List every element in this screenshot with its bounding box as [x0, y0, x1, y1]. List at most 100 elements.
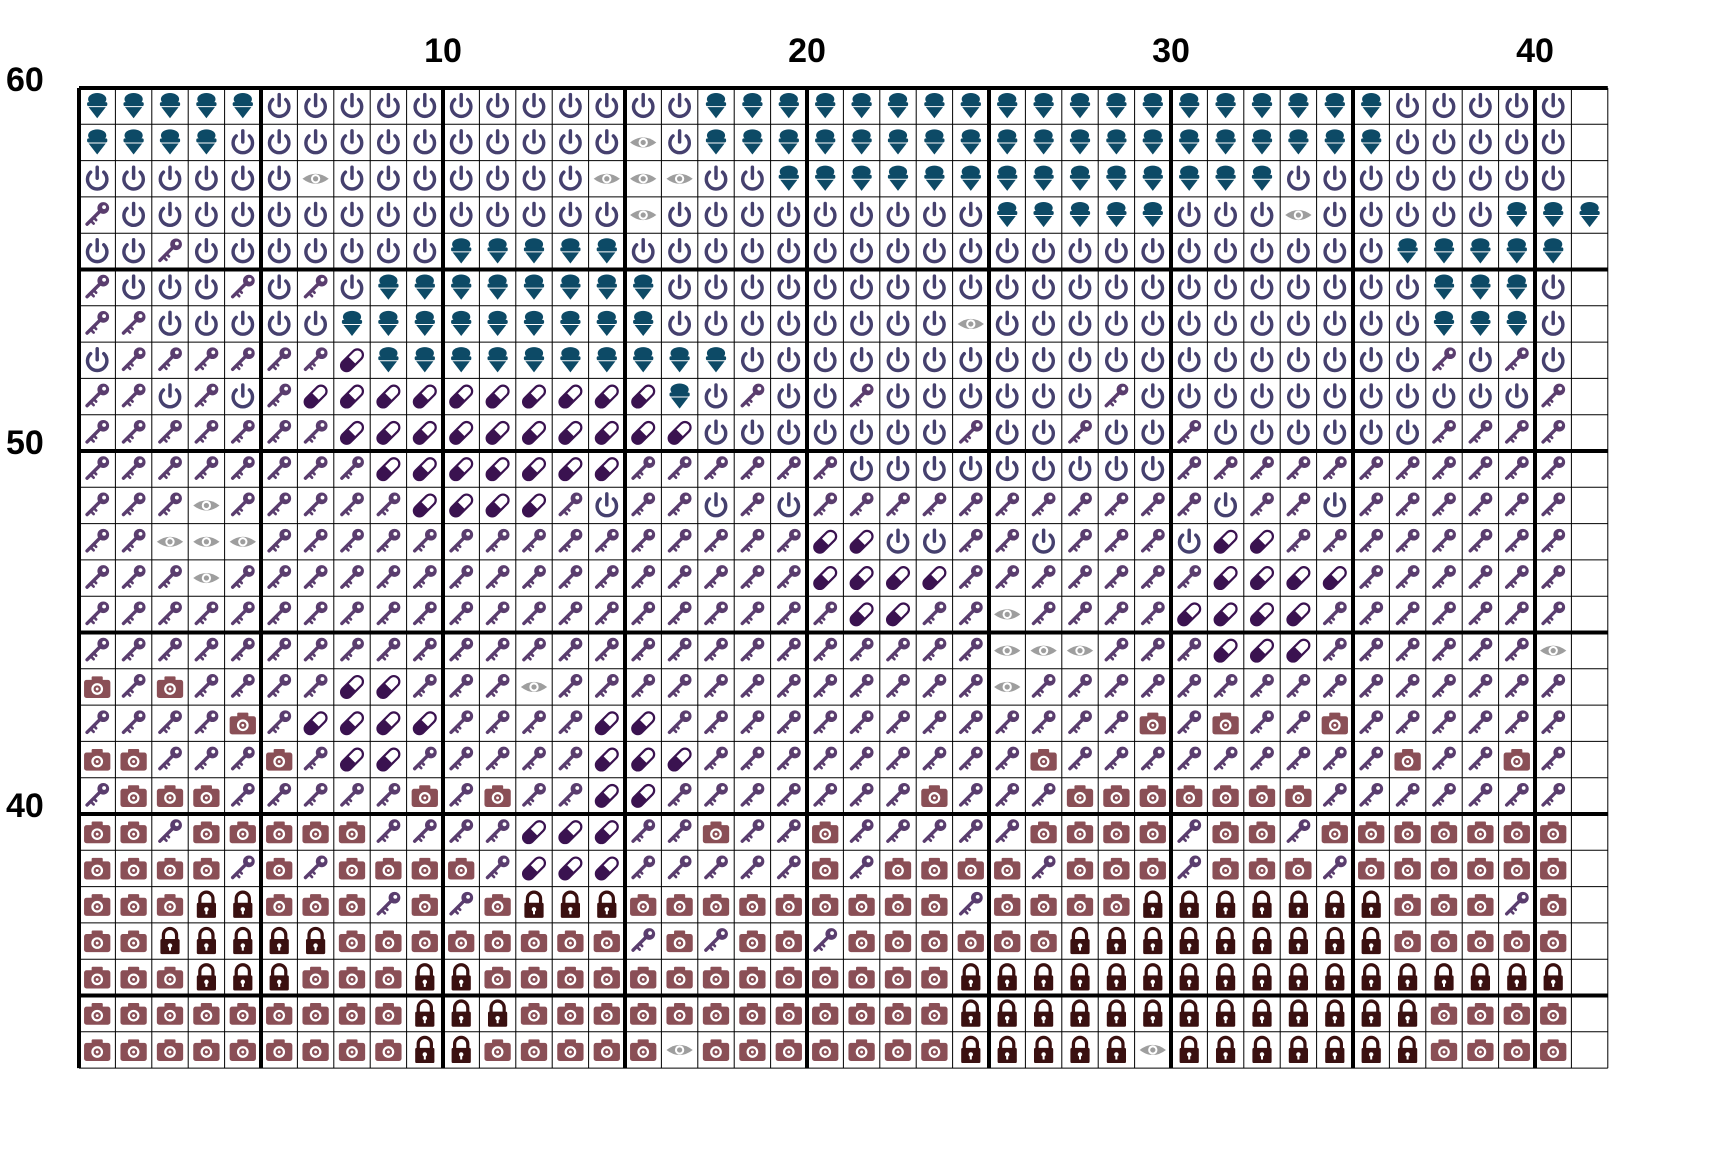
key-icon [667, 710, 692, 735]
key-icon [303, 746, 328, 771]
ice-cream-icon [1543, 201, 1564, 228]
camera-icon [411, 857, 438, 880]
power-icon [668, 274, 692, 300]
camera-icon [1103, 785, 1130, 807]
key-icon [194, 383, 219, 408]
key-icon [886, 674, 910, 698]
power-icon [1177, 274, 1201, 300]
key-icon [667, 782, 692, 807]
key-icon [813, 710, 838, 735]
key-icon [704, 674, 728, 698]
camera-icon [1321, 712, 1348, 735]
key-icon [340, 782, 364, 807]
key-icon [1468, 637, 1493, 662]
ice-cream-icon [705, 93, 727, 119]
power-icon [1396, 201, 1420, 227]
padlock-icon [1070, 963, 1090, 991]
camera-icon [1540, 821, 1567, 844]
power-icon [85, 238, 109, 264]
key-icon [704, 855, 728, 880]
key-icon [740, 528, 765, 553]
ice-cream-icon [1251, 93, 1273, 119]
ice-cream-icon [997, 165, 1018, 191]
key-icon [740, 492, 765, 517]
key-icon [1541, 492, 1566, 517]
pill-icon [631, 747, 656, 772]
padlock-icon [1033, 963, 1054, 991]
padlock-icon [1325, 926, 1345, 955]
power-icon [995, 455, 1019, 482]
pill-icon [849, 566, 874, 591]
padlock-icon [1325, 1035, 1345, 1064]
key-icon [1504, 710, 1529, 735]
key-icon [704, 710, 728, 735]
power-icon [85, 346, 109, 373]
padlock-icon [1397, 963, 1418, 991]
key-icon [922, 674, 947, 698]
camera-icon [266, 894, 293, 916]
power-icon [413, 165, 437, 191]
camera-icon [484, 930, 511, 953]
power-icon [959, 455, 983, 482]
key-icon [594, 674, 619, 698]
power-icon [1505, 92, 1529, 119]
pill-icon [631, 384, 656, 409]
pattern-cells [84, 92, 1600, 1064]
ice-cream-icon [1506, 310, 1527, 337]
power-icon [668, 238, 692, 264]
power-icon [1032, 274, 1056, 300]
key-icon [995, 746, 1020, 771]
key-icon [340, 637, 364, 662]
ice-cream-icon [1470, 310, 1491, 337]
key-icon [1213, 456, 1238, 480]
power-icon [340, 201, 364, 227]
key-icon [1432, 601, 1456, 626]
power-icon [595, 92, 619, 119]
key-icon [522, 601, 546, 626]
power-icon [1032, 528, 1056, 554]
power-icon [1323, 492, 1347, 518]
power-icon [231, 310, 255, 336]
ice-cream-icon [1106, 165, 1127, 191]
key-icon [849, 710, 874, 735]
ice-cream-icon [1215, 129, 1236, 155]
ice-cream-icon [1470, 274, 1491, 300]
power-icon [1396, 165, 1420, 191]
power-icon [267, 274, 291, 300]
camera-icon [848, 1039, 875, 1062]
power-icon [486, 129, 510, 155]
key-icon [85, 419, 110, 444]
power-icon [376, 165, 400, 191]
ice-cream-icon [815, 129, 836, 155]
ice-cream-icon [523, 347, 545, 373]
camera-icon [884, 857, 912, 880]
key-icon [1504, 601, 1529, 626]
key-icon [1250, 674, 1274, 698]
camera-icon [484, 894, 511, 916]
key-icon [776, 601, 801, 626]
padlock-icon [196, 963, 217, 991]
key-icon [412, 528, 437, 553]
ice-cream-icon [742, 93, 763, 119]
key-icon [303, 782, 328, 807]
camera-icon [411, 894, 438, 916]
ice-cream-icon [1069, 129, 1091, 155]
key-icon [121, 565, 146, 589]
power-icon [1396, 129, 1420, 155]
key-icon [1177, 674, 1202, 698]
key-icon [1322, 746, 1347, 771]
camera-icon [84, 894, 111, 916]
power-icon [413, 238, 437, 264]
power-icon [1214, 238, 1238, 264]
power-icon [1177, 310, 1201, 336]
ice-cream-icon [1142, 165, 1163, 191]
key-icon [485, 637, 510, 662]
key-icon [1286, 528, 1311, 553]
ice-cream-icon [1251, 165, 1273, 191]
pill-icon [594, 457, 619, 482]
power-icon [267, 310, 291, 336]
ice-cream-icon [669, 347, 690, 373]
ice-cream-icon [887, 165, 909, 191]
camera-icon [1467, 894, 1494, 916]
key-icon [1140, 601, 1165, 626]
